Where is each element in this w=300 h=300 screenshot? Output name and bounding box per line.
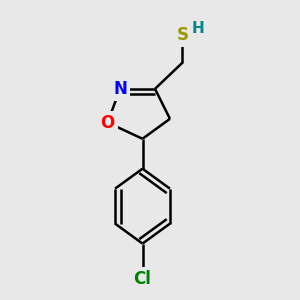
Text: S: S	[176, 26, 188, 44]
Text: O: O	[100, 114, 115, 132]
Text: Cl: Cl	[134, 269, 152, 287]
Text: N: N	[113, 80, 127, 98]
Text: H: H	[191, 21, 204, 36]
